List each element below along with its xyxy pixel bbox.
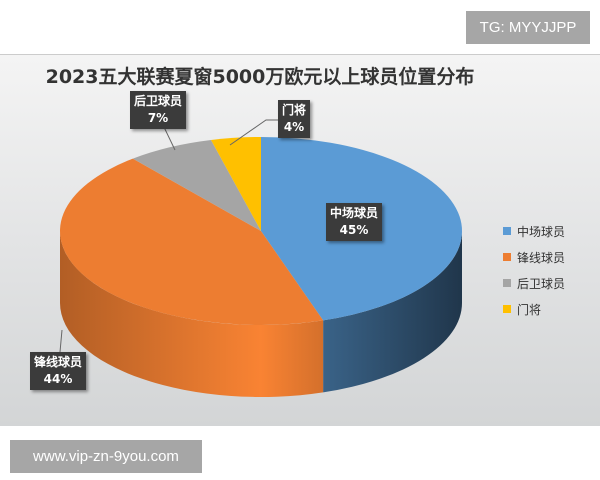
- legend-label: 中场球员: [517, 224, 566, 239]
- legend-label: 锋线球员: [517, 250, 566, 265]
- data-label-goalkeeper: 门将 4%: [278, 100, 311, 138]
- data-label-midfield: 中场球员 45%: [326, 203, 383, 241]
- leader-line: [229, 119, 278, 146]
- pie-side-0: [323, 231, 462, 393]
- leader-line: [162, 124, 176, 151]
- data-label-defender: 后卫球员 7%: [130, 91, 187, 129]
- pie-side-1: [60, 231, 324, 397]
- legend-swatch: [503, 253, 511, 261]
- legend-swatch: [503, 227, 511, 235]
- legend-label: 后卫球员: [517, 276, 566, 291]
- legend-swatch: [503, 305, 511, 313]
- legend-item: 门将: [503, 296, 565, 322]
- data-label-forward: 锋线球员 44%: [30, 352, 87, 390]
- watermark-top: TG: MYYJJPP: [466, 11, 590, 44]
- pie-slice: [132, 139, 261, 231]
- legend: 中场球员 锋线球员 后卫球员 门将: [503, 218, 565, 322]
- watermark-bottom: www.vip-zn-9you.com: [10, 440, 202, 473]
- legend-item: 锋线球员: [503, 244, 565, 270]
- legend-item: 中场球员: [503, 218, 565, 244]
- leader-line: [59, 329, 63, 353]
- legend-swatch: [503, 279, 511, 287]
- pie-slice: [211, 137, 261, 231]
- legend-item: 后卫球员: [503, 270, 565, 296]
- legend-label: 门将: [517, 302, 542, 317]
- chart-title: 2023五大联赛夏窗5000万欧元以上球员位置分布: [45, 66, 475, 88]
- pie-slice: [60, 158, 324, 326]
